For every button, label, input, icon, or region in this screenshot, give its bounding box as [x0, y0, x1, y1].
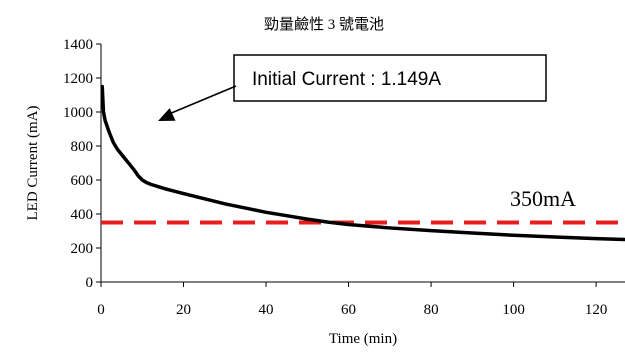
annotation-arrow [168, 85, 237, 115]
reference-line-label: 350mA [510, 186, 576, 211]
chart-title: 勁量鹼性 3 號電池 [264, 16, 384, 33]
y-tick-label: 600 [71, 173, 94, 189]
x-tick-label: 80 [424, 302, 439, 318]
reference-label-background [500, 180, 618, 214]
y-tick-label: 0 [86, 275, 94, 291]
x-tick-label: 100 [502, 302, 525, 318]
y-tick-label: 1400 [63, 37, 93, 53]
annotation-box [233, 54, 547, 102]
y-tick-label: 200 [71, 241, 94, 257]
annotation-text: Initial Current : 1.149A [252, 69, 441, 90]
x-tick-label: 60 [341, 302, 356, 318]
x-tick-label: 120 [585, 302, 608, 318]
series-line [100, 84, 625, 242]
y-tick-label: 800 [71, 139, 94, 155]
annotation-arrowhead [158, 108, 176, 121]
y-tick-label: 1200 [63, 71, 93, 87]
y-axis-label: LED Current (mA) [25, 106, 41, 221]
y-tick-label: 400 [71, 207, 94, 223]
x-tick-label: 0 [97, 302, 105, 318]
x-axis-ticks: 0 20 40 60 80 100 120 [97, 282, 607, 318]
x-tick-label: 40 [259, 302, 274, 318]
plot-frame [100, 44, 625, 283]
x-axis-label: Time (min) [329, 331, 397, 347]
y-tick-label: 1000 [63, 105, 93, 121]
y-axis-ticks: 0 200 400 600 800 1000 1200 1400 [63, 37, 101, 291]
x-tick-label: 20 [176, 302, 191, 318]
